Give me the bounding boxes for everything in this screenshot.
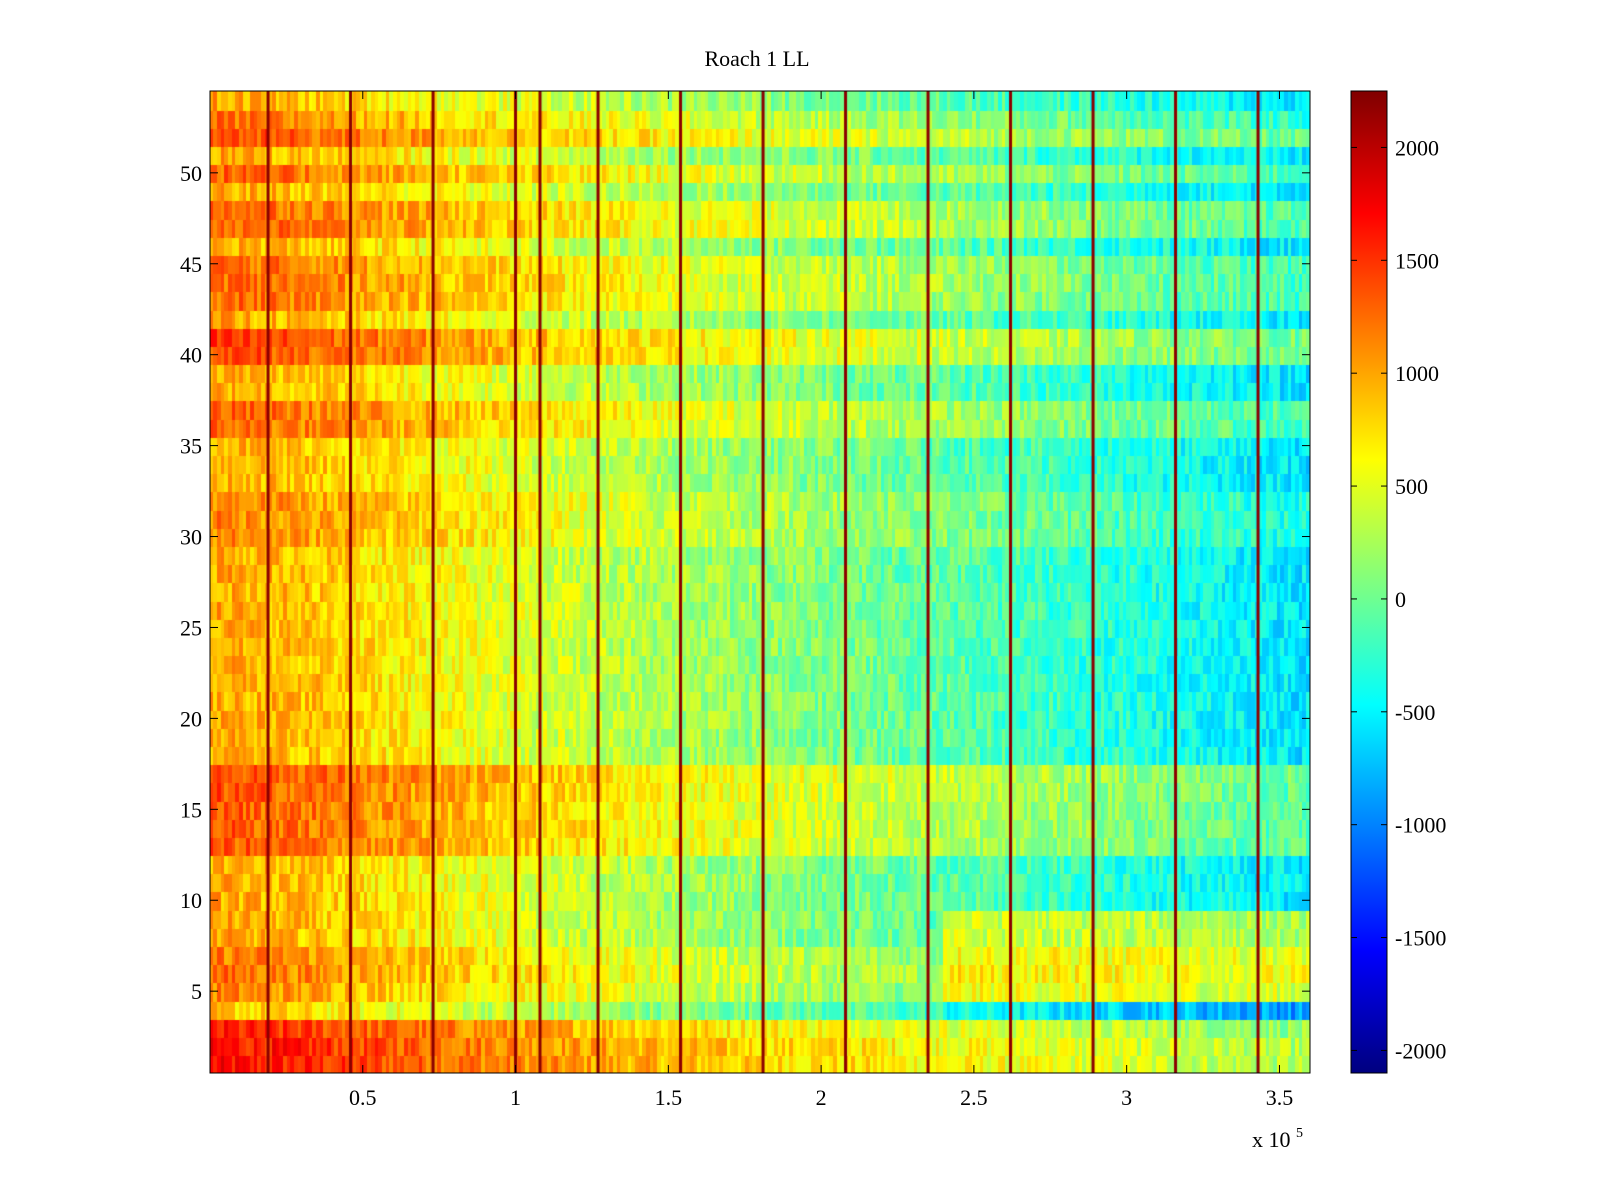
colorbar-tick-label: 0 [1395, 587, 1406, 612]
y-tick-label: 20 [180, 706, 202, 731]
y-tick-label: 50 [180, 161, 202, 186]
colorbar-tick-label: -1000 [1395, 813, 1446, 838]
heatmap [210, 91, 1310, 1073]
x-multiplier-exponent: 5 [1296, 1126, 1303, 1141]
y-tick-label: 40 [180, 343, 202, 368]
x-tick-label: 2.5 [960, 1085, 988, 1110]
colorbar-tick-label: 1500 [1395, 248, 1439, 273]
x-axis: 0.5 1 1.5 2 2.5 3 3.5 [349, 91, 1293, 1110]
colorbar-tick-label: -500 [1395, 700, 1435, 725]
colorbar-tick-label: 1000 [1395, 361, 1439, 386]
plot-frame [209, 90, 1311, 1074]
chart-title: Roach 1 LL [704, 46, 809, 71]
colorbar-tick-label: -1500 [1395, 926, 1446, 951]
colorbar-tick-label: 500 [1395, 474, 1428, 499]
y-tick-label: 5 [191, 979, 202, 1004]
x-tick-label: 3.5 [1266, 1085, 1294, 1110]
colorbar-frame [1350, 90, 1388, 1074]
x-tick-label: 1.5 [655, 1085, 683, 1110]
x-multiplier-base: x 10 [1252, 1127, 1291, 1152]
colorbar: 2000 1500 1000 500 0 -500 -1000 -1500 -2000 [1350, 90, 1446, 1074]
colorbar-gradient [1351, 91, 1387, 1073]
x-tick-label: 2 [816, 1085, 827, 1110]
heatmap-image [210, 91, 1310, 1073]
colorbar-tick-label: 2000 [1395, 135, 1439, 160]
x-tick-label: 1 [510, 1085, 521, 1110]
y-tick-label: 25 [180, 615, 202, 640]
y-tick-label: 35 [180, 434, 202, 459]
x-tick-label: 3 [1121, 1085, 1132, 1110]
colorbar-tick-label: -2000 [1395, 1038, 1446, 1063]
y-tick-label: 10 [180, 888, 202, 913]
x-axis-multiplier: x 10 5 [1252, 1126, 1303, 1152]
y-axis: 5 10 15 20 25 30 35 40 45 50 [180, 161, 1310, 1004]
y-tick-label: 30 [180, 525, 202, 550]
y-tick-label: 15 [180, 797, 202, 822]
x-tick-label: 0.5 [349, 1085, 377, 1110]
y-tick-label: 45 [180, 252, 202, 277]
